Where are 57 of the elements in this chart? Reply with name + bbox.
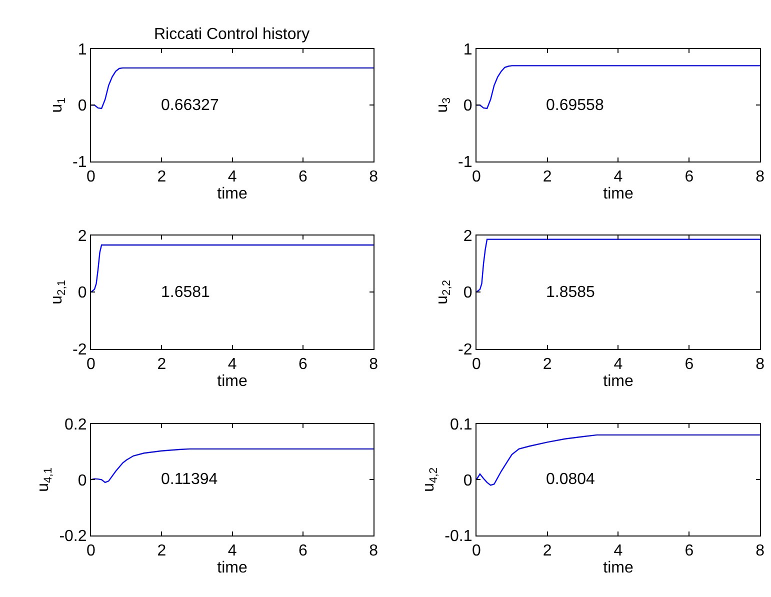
x-tick-label: 2: [157, 168, 166, 186]
x-axis-title: time: [217, 560, 248, 577]
x-tick-label: 2: [542, 356, 552, 374]
x-axis-title: time: [603, 373, 634, 390]
x-tick-label: 6: [298, 356, 308, 374]
y-tick-label: 0: [463, 472, 472, 490]
x-tick-label: 2: [542, 168, 552, 186]
annotation: 1.8585: [546, 284, 596, 301]
x-tick-label: 4: [614, 542, 623, 560]
annotation: 1.6581: [161, 284, 210, 301]
y-tick-label: 0: [463, 98, 472, 115]
y-tick-label: -0.1: [444, 528, 472, 546]
x-tick-label: 8: [756, 542, 765, 560]
y-tick-label: 1: [78, 41, 87, 58]
x-tick-label: 2: [542, 542, 552, 560]
y-tick-label: 1: [463, 41, 472, 58]
x-tick-label: 6: [684, 542, 694, 560]
line-series: [90, 448, 374, 484]
annotation: 0.66327: [161, 97, 219, 114]
y-tick-label: 0: [463, 284, 472, 302]
y-tick-label: 0.2: [64, 416, 87, 434]
x-tick-label: 4: [614, 168, 623, 186]
x-axis-title: time: [217, 186, 248, 203]
y-tick-label: -0.2: [59, 528, 87, 546]
x-tick-label: 8: [369, 168, 378, 186]
y-tick-label: -1: [72, 154, 87, 172]
x-tick-label: 8: [756, 168, 765, 186]
y-tick-label: 2: [463, 228, 472, 245]
x-tick-label: 6: [298, 168, 308, 186]
annotation: 0.69558: [546, 97, 604, 114]
x-tick-label: 4: [228, 168, 237, 186]
annotation: 0.11394: [161, 471, 218, 488]
annotation: 0.0804: [546, 471, 596, 488]
x-axis-title: time: [603, 186, 634, 203]
y-tick-label: 0: [78, 98, 87, 115]
y-tick-label: 0: [78, 284, 87, 302]
y-tick-label: 0.1: [450, 416, 472, 434]
chart-title: Riccati Control history: [154, 26, 310, 43]
y-tick-label: -2: [458, 342, 472, 359]
y-tick-label: -1: [458, 154, 472, 172]
x-tick-label: 4: [614, 356, 623, 374]
y-tick-label: 0: [78, 472, 87, 490]
x-tick-label: 6: [684, 168, 694, 186]
x-tick-label: 6: [298, 542, 308, 560]
x-axis-title: time: [217, 373, 248, 390]
x-axis-title: time: [603, 560, 634, 577]
x-tick-label: 4: [228, 542, 237, 560]
y-tick-label: -2: [72, 342, 87, 359]
x-tick-label: 6: [684, 356, 694, 374]
x-tick-label: 2: [157, 542, 166, 560]
x-tick-label: 4: [228, 356, 237, 374]
line-series: [476, 434, 760, 486]
x-tick-label: 8: [369, 542, 378, 560]
x-tick-label: 8: [756, 356, 765, 374]
x-tick-label: 8: [369, 356, 378, 374]
x-tick-label: 2: [157, 356, 166, 374]
y-tick-label: 2: [78, 228, 87, 245]
